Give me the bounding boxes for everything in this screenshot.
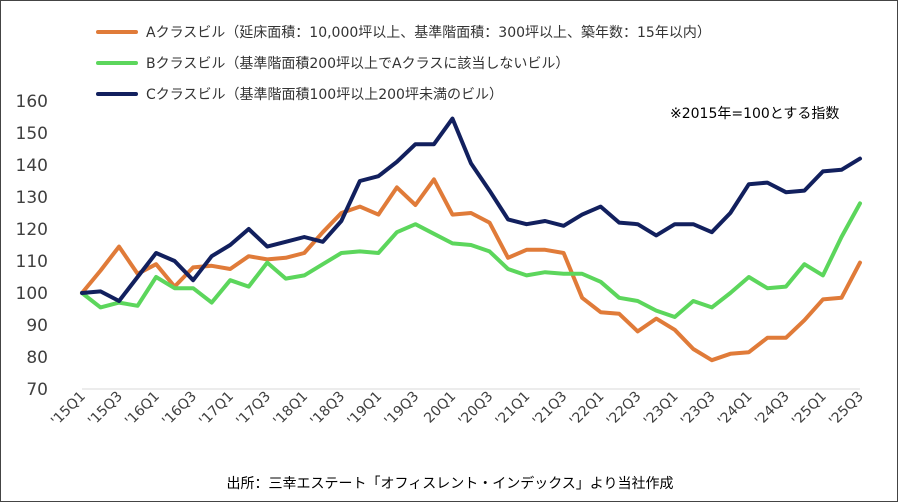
series-line-b — [80, 201, 862, 319]
x-tick-label: '18Q3 — [307, 389, 348, 430]
plot-area — [80, 116, 862, 363]
y-tick-label: 90 — [26, 316, 48, 336]
legend-label: Bクラスビル（基準階面積200坪以上でAクラスに該当しないビル） — [146, 55, 569, 72]
legend-label: Aクラスビル（延床面積：10,000坪以上、基準階面積：300坪以上、築年数：1… — [146, 24, 711, 41]
x-tick-label: '25Q1 — [789, 389, 830, 430]
x-tick-label: '19Q1 — [344, 389, 385, 430]
index-note: ※2015年=100とする指数 — [670, 106, 839, 122]
x-tick-label: '21Q1 — [493, 389, 534, 430]
y-tick-label: 150 — [16, 124, 48, 144]
y-tick-label: 70 — [26, 380, 48, 400]
y-axis: 70 80 90 100 110 120 130 140 150 160 — [16, 92, 48, 400]
y-tick-label: 80 — [26, 348, 48, 368]
y-tick-label: 110 — [16, 252, 48, 272]
y-tick-label: 130 — [16, 188, 48, 208]
x-tick-label: '24Q1 — [715, 389, 756, 430]
source-caption: 出所：三幸エステート「オフィスレント・インデックス」より当社作成 — [226, 475, 673, 492]
y-tick-label: 160 — [16, 92, 48, 112]
x-tick-label: '21Q3 — [530, 389, 571, 430]
x-tick-label: '22Q3 — [604, 389, 645, 430]
x-tick-label: '20Q3 — [456, 389, 497, 430]
x-tick-label: '24Q3 — [752, 389, 793, 430]
x-tick-label: '23Q3 — [678, 389, 719, 430]
x-tick-label: '23Q1 — [641, 389, 682, 430]
y-tick-label: 100 — [16, 284, 48, 304]
x-tick-label: '16Q3 — [159, 389, 200, 430]
x-tick-label: '15Q1 — [48, 389, 89, 430]
series-line-c — [80, 116, 862, 303]
x-tick-label: '19Q3 — [382, 389, 423, 430]
x-tick-label: '22Q1 — [567, 389, 608, 430]
legend-label: Cクラスビル（基準階面積100坪以上200坪未満のビル） — [146, 86, 503, 103]
x-tick-label: '25Q3 — [826, 389, 867, 430]
x-tick-label: '17Q1 — [196, 389, 237, 430]
y-tick-label: 140 — [16, 156, 48, 176]
x-tick-label: '16Q1 — [122, 389, 163, 430]
x-tick-label: '17Q3 — [233, 389, 274, 430]
x-tick-label: '18Q1 — [270, 389, 311, 430]
x-tick-label: 20Q1 — [421, 389, 459, 427]
legend: Aクラスビル（延床面積：10,000坪以上、基準階面積：300坪以上、築年数：1… — [96, 24, 711, 103]
y-tick-label: 120 — [16, 220, 48, 240]
x-axis: '15Q1'15Q3'16Q1'16Q3'17Q1'17Q3'18Q1'18Q3… — [48, 388, 867, 430]
x-tick-label: '15Q3 — [85, 389, 126, 430]
series-line-a — [80, 177, 862, 363]
